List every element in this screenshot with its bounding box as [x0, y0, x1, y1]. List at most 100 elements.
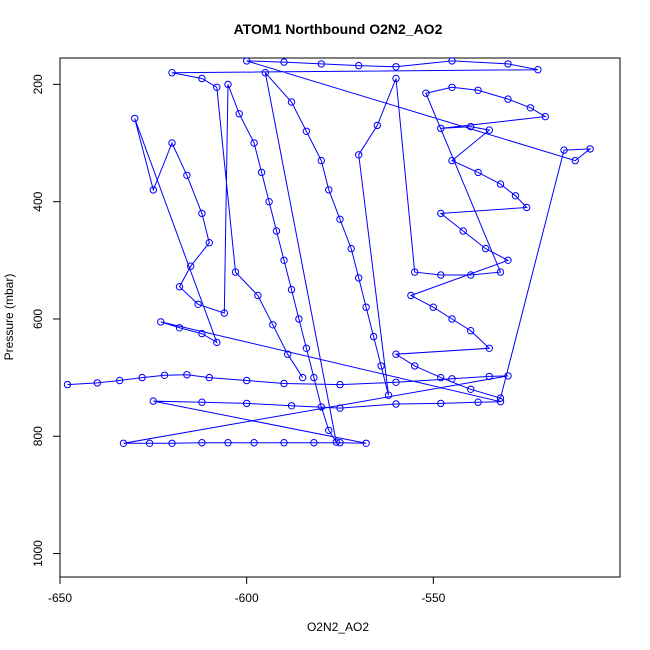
data-point	[198, 398, 206, 406]
data-point	[317, 156, 325, 165]
data-point	[474, 398, 482, 406]
data-point	[407, 291, 415, 300]
data-point	[474, 86, 482, 95]
data-point	[168, 139, 176, 147]
data-point	[586, 145, 594, 153]
data-point	[362, 439, 370, 447]
data-point	[243, 57, 251, 65]
data-point	[131, 114, 139, 123]
data-point	[355, 274, 363, 282]
data-point	[116, 376, 124, 385]
data-point	[265, 198, 273, 206]
data-point	[448, 156, 456, 165]
data-point	[369, 332, 378, 341]
y-axis: 200 400 600 800 1000	[31, 74, 60, 567]
data-point	[511, 192, 520, 200]
data-point	[504, 95, 512, 103]
data-point	[280, 58, 288, 66]
data-point	[467, 385, 475, 393]
data-point	[437, 271, 445, 279]
x-tick-label: -550	[421, 591, 445, 605]
data-point	[496, 398, 505, 406]
y-tick-label: 600	[31, 309, 45, 329]
data-point	[362, 303, 370, 311]
data-point	[336, 380, 344, 389]
data-point	[194, 300, 202, 308]
data-point	[392, 350, 400, 358]
y-tick-label: 800	[31, 426, 45, 446]
y-axis-label: Pressure (mbar)	[2, 274, 16, 361]
data-point	[235, 110, 243, 118]
data-point	[496, 268, 505, 276]
plot-frame	[59, 57, 621, 578]
data-point	[429, 303, 437, 311]
data-point	[205, 373, 214, 382]
data-point	[198, 329, 206, 338]
data-point	[198, 209, 206, 218]
data-point	[198, 74, 206, 83]
data-point	[250, 439, 258, 447]
data-point	[250, 139, 258, 147]
data-point	[280, 439, 288, 447]
data-point	[168, 69, 176, 77]
data-point	[295, 315, 303, 323]
data-point	[422, 89, 430, 97]
data-point	[332, 438, 340, 446]
data-point	[213, 338, 221, 347]
data-point	[347, 244, 355, 253]
data-point	[437, 209, 445, 218]
data-point	[437, 373, 445, 382]
data-point	[571, 156, 579, 165]
data-point	[448, 375, 456, 383]
data-point	[336, 215, 344, 224]
data-point	[336, 404, 344, 412]
data-point	[205, 239, 214, 247]
data-point	[336, 439, 344, 447]
data-point	[310, 373, 318, 382]
data-point	[467, 327, 475, 335]
data-point	[243, 399, 251, 408]
data-point	[392, 63, 400, 71]
data-point	[213, 83, 221, 92]
data-point	[485, 344, 493, 352]
chart-title: ATOM1 Northbound O2N2_AO2	[234, 21, 443, 37]
data-point	[220, 309, 229, 317]
data-point	[448, 83, 456, 92]
data-point	[448, 57, 456, 65]
data-point	[254, 291, 262, 300]
data-point	[504, 372, 512, 380]
series-layer	[63, 57, 594, 447]
data-point	[302, 344, 311, 352]
data-point	[325, 426, 333, 435]
data-point	[384, 391, 393, 399]
series-line	[67, 60, 592, 444]
data-point	[261, 69, 269, 77]
data-point	[175, 324, 184, 332]
data-point	[119, 439, 128, 447]
data-point	[287, 285, 296, 294]
data-point	[93, 379, 102, 387]
data-point	[149, 186, 158, 194]
data-point	[467, 122, 475, 131]
data-point	[272, 227, 281, 235]
data-point	[224, 439, 232, 447]
data-point	[467, 271, 475, 279]
data-point	[411, 362, 419, 370]
data-point	[459, 227, 467, 235]
y-tick-label: 1000	[31, 540, 45, 567]
data-point	[145, 439, 154, 447]
data-point	[299, 373, 307, 382]
data-point	[392, 400, 400, 408]
data-point	[496, 394, 505, 402]
data-point	[377, 362, 385, 370]
data-point	[485, 372, 493, 381]
data-point	[168, 439, 176, 447]
data-point	[183, 371, 191, 379]
data-point	[392, 378, 400, 386]
data-point	[496, 180, 505, 188]
data-point	[157, 318, 165, 326]
y-tick-label: 200	[31, 74, 45, 94]
data-point	[287, 98, 296, 106]
data-point	[310, 439, 318, 447]
data-point	[231, 268, 240, 276]
